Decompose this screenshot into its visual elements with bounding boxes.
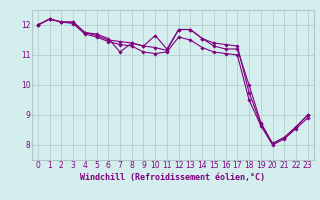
X-axis label: Windchill (Refroidissement éolien,°C): Windchill (Refroidissement éolien,°C) [80,173,265,182]
